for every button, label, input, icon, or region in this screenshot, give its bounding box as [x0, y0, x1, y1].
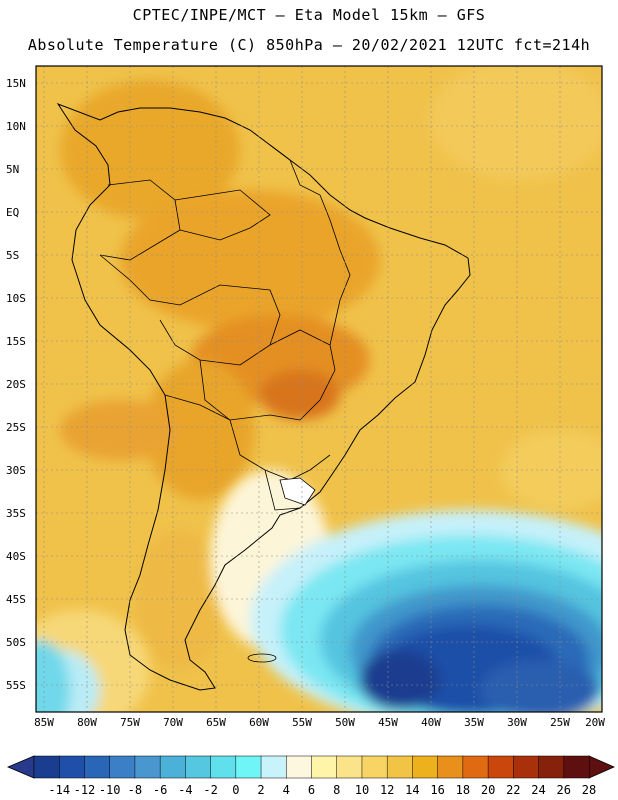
- lat-label-55s: 55S: [6, 679, 26, 692]
- colorbar-label: 22: [506, 783, 521, 797]
- colorbar-swatch: [33, 755, 60, 779]
- colorbar-swatch: [513, 755, 540, 779]
- colorbar-label: 20: [480, 783, 496, 797]
- lat-label-25s: 25S: [6, 421, 26, 434]
- lon-label-85w: 85W: [34, 716, 54, 729]
- colorbar-label: -10: [98, 783, 121, 797]
- colorbar-swatch: [311, 755, 338, 779]
- colorbar-swatch: [361, 755, 388, 779]
- colorbar-label: 12: [379, 783, 395, 797]
- lat-label-15n: 15N: [6, 77, 26, 90]
- lat-label-5n: 5N: [6, 163, 20, 176]
- map-subtitle: Absolute Temperature (C) 850hPa – 20/02/…: [27, 36, 591, 54]
- colorbar-swatch: [462, 755, 489, 779]
- lon-label-60w: 60W: [249, 716, 269, 729]
- colorbar-swatch: [336, 755, 363, 779]
- lon-label-80w: 80W: [77, 716, 97, 729]
- colorbar-label: -4: [178, 783, 193, 797]
- lon-label-75w: 75W: [120, 716, 140, 729]
- map-frame: [35, 65, 603, 713]
- colorbar-label: 24: [531, 783, 546, 797]
- lat-label-10s: 10S: [6, 292, 26, 305]
- lon-label-30w: 30W: [507, 716, 527, 729]
- colorbar-swatch: [58, 755, 86, 779]
- lat-label-15s: 15S: [6, 335, 26, 348]
- colorbar-swatch: [386, 755, 414, 779]
- colorbar-label: 28: [581, 783, 597, 797]
- colorbar-label: -12: [73, 783, 96, 797]
- country-borders: [99, 144, 351, 511]
- colorbar-label: -8: [127, 783, 143, 797]
- colorbar-label: 6: [307, 783, 316, 797]
- colorbar-swatch: [412, 755, 439, 779]
- colorbar-label: -2: [203, 783, 218, 797]
- colorbar-label: 26: [556, 783, 571, 797]
- lon-label-35w: 35W: [464, 716, 484, 729]
- colorbar-swatch: [159, 755, 187, 779]
- lon-label-40w: 40W: [421, 716, 441, 729]
- colorbar-label: 18: [455, 783, 471, 797]
- continent-outline: [56, 102, 471, 691]
- falkland-islands: [247, 653, 277, 663]
- colorbar-swatch: [109, 755, 136, 779]
- colorbar-swatch: [84, 755, 111, 779]
- lon-label-55w: 55W: [292, 716, 312, 729]
- colorbar-swatch: [210, 755, 237, 779]
- colorbar-label: -6: [152, 783, 168, 797]
- colorbar: [6, 755, 615, 779]
- colorbar-swatch: [538, 755, 565, 779]
- lat-label-5s: 5S: [6, 249, 20, 262]
- lat-label-eq: EQ: [6, 206, 20, 219]
- lon-label-25w: 25W: [550, 716, 570, 729]
- lat-label-35s: 35S: [6, 507, 26, 520]
- lon-label-50w: 50W: [335, 716, 355, 729]
- colorbar-swatch: [185, 755, 212, 779]
- colorbar-swatch: [260, 755, 288, 779]
- colorbar-label: 16: [430, 783, 445, 797]
- colorbar-swatch: [235, 755, 262, 779]
- colorbar-swatch: [134, 755, 161, 779]
- lat-label-10n: 10N: [6, 120, 26, 133]
- colorbar-swatch: [286, 755, 313, 779]
- lon-label-20w: 20W: [585, 716, 605, 729]
- colorbar-label: 2: [257, 783, 265, 797]
- map-title: CPTEC/INPE/MCT – Eta Model 15km – GFS: [132, 6, 486, 24]
- lake-region: [279, 477, 316, 506]
- colorbar-label: -14: [48, 783, 71, 797]
- colorbar-label: 8: [333, 783, 341, 797]
- colorbar-label: 0: [232, 783, 240, 797]
- lat-label-40s: 40S: [6, 550, 26, 563]
- lon-label-70w: 70W: [163, 716, 183, 729]
- lon-label-45w: 45W: [378, 716, 398, 729]
- lon-label-65w: 65W: [206, 716, 226, 729]
- colorbar-label: 14: [405, 783, 420, 797]
- lat-label-20s: 20S: [6, 378, 26, 391]
- temperature-field: [36, 66, 602, 712]
- lat-label-45s: 45S: [6, 593, 26, 606]
- colorbar-min-arrow: [6, 755, 35, 779]
- lat-label-30s: 30S: [6, 464, 26, 477]
- lat-lon-grid: [36, 66, 602, 712]
- colorbar-label: 10: [354, 783, 370, 797]
- colorbar-max-arrow: [588, 755, 615, 779]
- colorbar-swatch: [487, 755, 515, 779]
- colorbar-swatch: [437, 755, 464, 779]
- lat-label-50s: 50S: [6, 636, 26, 649]
- colorbar-swatch: [563, 755, 590, 779]
- colorbar-label: 4: [282, 783, 290, 797]
